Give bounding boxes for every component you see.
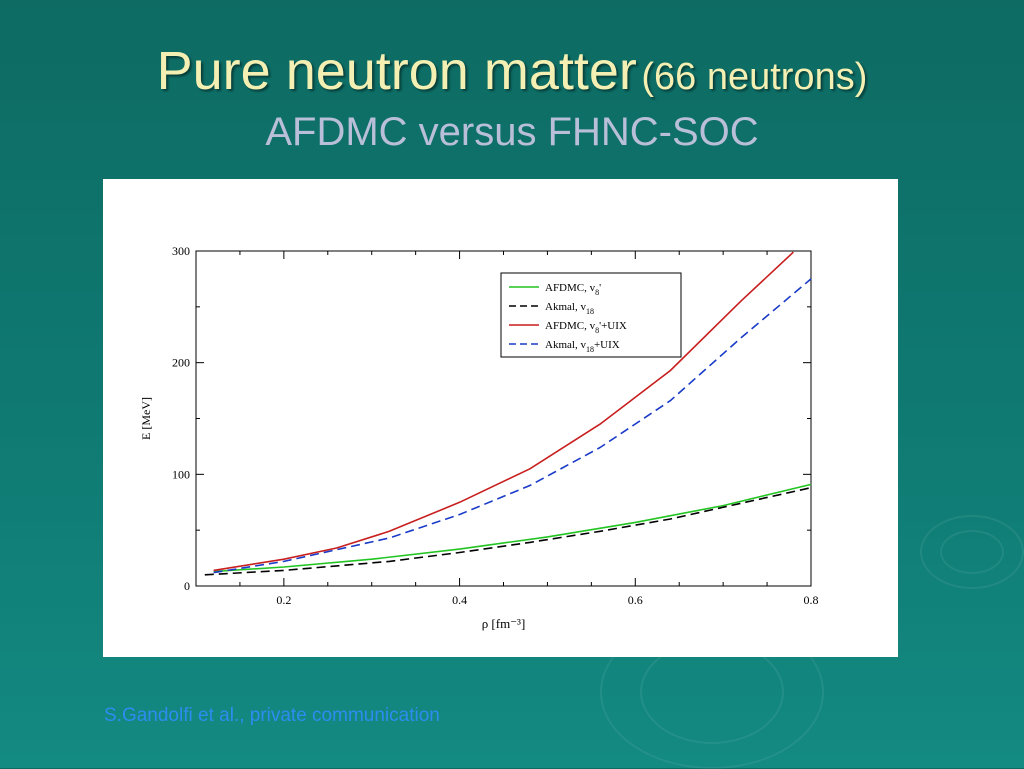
line-chart: 0.2 0.4 0.6 0.8 0 100 200 300 ρ [fm⁻³] E [MeV] AF… [139, 244, 819, 631]
series-line-4 [213, 278, 812, 574]
legend-label-1: AFDMC, v8' [545, 282, 601, 297]
y-axis-label: E [MeV] [139, 397, 153, 440]
ripple-decoration [920, 515, 1024, 589]
legend-label-2: Akmal, v18 [545, 301, 594, 316]
y-tick-label: 300 [172, 244, 190, 258]
y-tick-label: 100 [172, 467, 190, 481]
x-axis-label: ρ [fm⁻³] [482, 616, 526, 631]
slide-title: Pure neutron matter (66 neutrons) [0, 40, 1024, 102]
x-tick-label: 0.2 [276, 593, 291, 607]
legend-label-4: Akmal, v18+UIX [545, 339, 620, 354]
legend-label-3: AFDMC, v8'+UIX [545, 320, 627, 335]
series-line-3 [213, 251, 794, 572]
chart-panel: 0.2 0.4 0.6 0.8 0 100 200 300 ρ [fm⁻³] E [MeV] AF… [103, 179, 898, 657]
x-tick-label: 0.6 [628, 593, 643, 607]
citation-text: S.Gandolfi et al., private communication [104, 705, 440, 726]
x-tick-label: 0.4 [452, 593, 467, 607]
title-parenthetical: (66 neutrons) [641, 56, 868, 98]
slide-subtitle: AFDMC versus FHNC-SOC [265, 110, 759, 154]
series-line-1 [213, 483, 812, 573]
y-tick-label: 0 [184, 579, 190, 593]
x-tick-label: 0.8 [804, 593, 819, 607]
series-line-2 [204, 486, 812, 576]
title-main: Pure neutron matter [156, 41, 637, 101]
y-tick-label: 200 [172, 356, 190, 370]
